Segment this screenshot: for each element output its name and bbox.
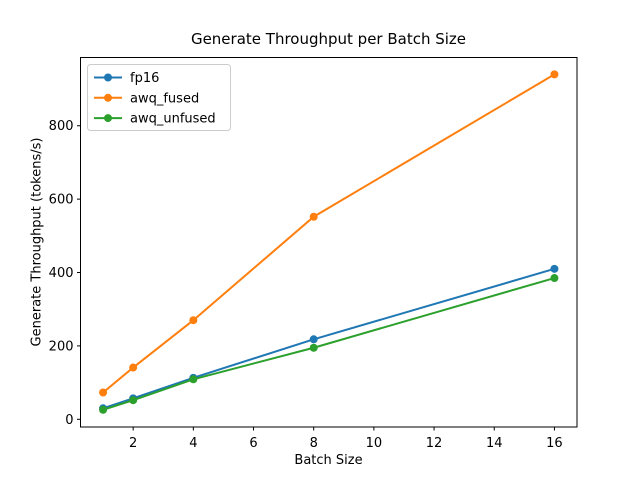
y-tick-label: 800 bbox=[49, 119, 74, 134]
x-axis-label: Batch Size bbox=[294, 453, 363, 468]
series-awq_unfused-point bbox=[189, 375, 198, 384]
x-tick-label: 6 bbox=[249, 436, 257, 451]
series-awq_fused-point bbox=[550, 70, 559, 79]
series-awq_unfused-point bbox=[309, 343, 318, 352]
series-fp16-point bbox=[309, 335, 318, 344]
x-tick-label: 14 bbox=[486, 436, 503, 451]
legend-label-fp16: fp16 bbox=[130, 71, 159, 86]
series-awq_fused-point bbox=[309, 212, 318, 221]
y-tick-label: 400 bbox=[49, 266, 74, 281]
legend-label-awq_fused: awq_fused bbox=[130, 91, 199, 106]
legend-marker-fp16 bbox=[104, 73, 112, 82]
series-awq_unfused-point bbox=[550, 274, 559, 283]
axes-frame bbox=[80, 57, 578, 428]
x-tick-label: 8 bbox=[310, 436, 318, 451]
series-awq_unfused-point bbox=[99, 405, 108, 414]
series-awq_unfused-point bbox=[129, 396, 138, 405]
y-tick-label: 200 bbox=[49, 339, 74, 354]
x-tick-label: 10 bbox=[366, 436, 383, 451]
chart-title: Generate Throughput per Batch Size bbox=[190, 30, 467, 48]
series-awq_unfused-line bbox=[102, 277, 555, 411]
x-tick-label: 16 bbox=[546, 436, 563, 451]
legend-label-awq_unfused: awq_unfused bbox=[130, 112, 216, 127]
series-awq_fused-point bbox=[129, 363, 138, 372]
legend-marker-awq_unfused bbox=[104, 114, 112, 123]
x-tick-label: 2 bbox=[129, 436, 137, 451]
series-awq_fused-point bbox=[99, 388, 108, 397]
legend-marker-awq_fused bbox=[104, 93, 112, 102]
x-tick-label: 12 bbox=[426, 436, 443, 451]
y-tick-label: 600 bbox=[49, 193, 74, 208]
legend-box bbox=[87, 64, 231, 131]
y-tick-label: 0 bbox=[65, 413, 73, 428]
series-fp16-point bbox=[550, 264, 559, 273]
series-awq_fused-point bbox=[189, 316, 198, 325]
x-tick-label: 4 bbox=[189, 436, 197, 451]
